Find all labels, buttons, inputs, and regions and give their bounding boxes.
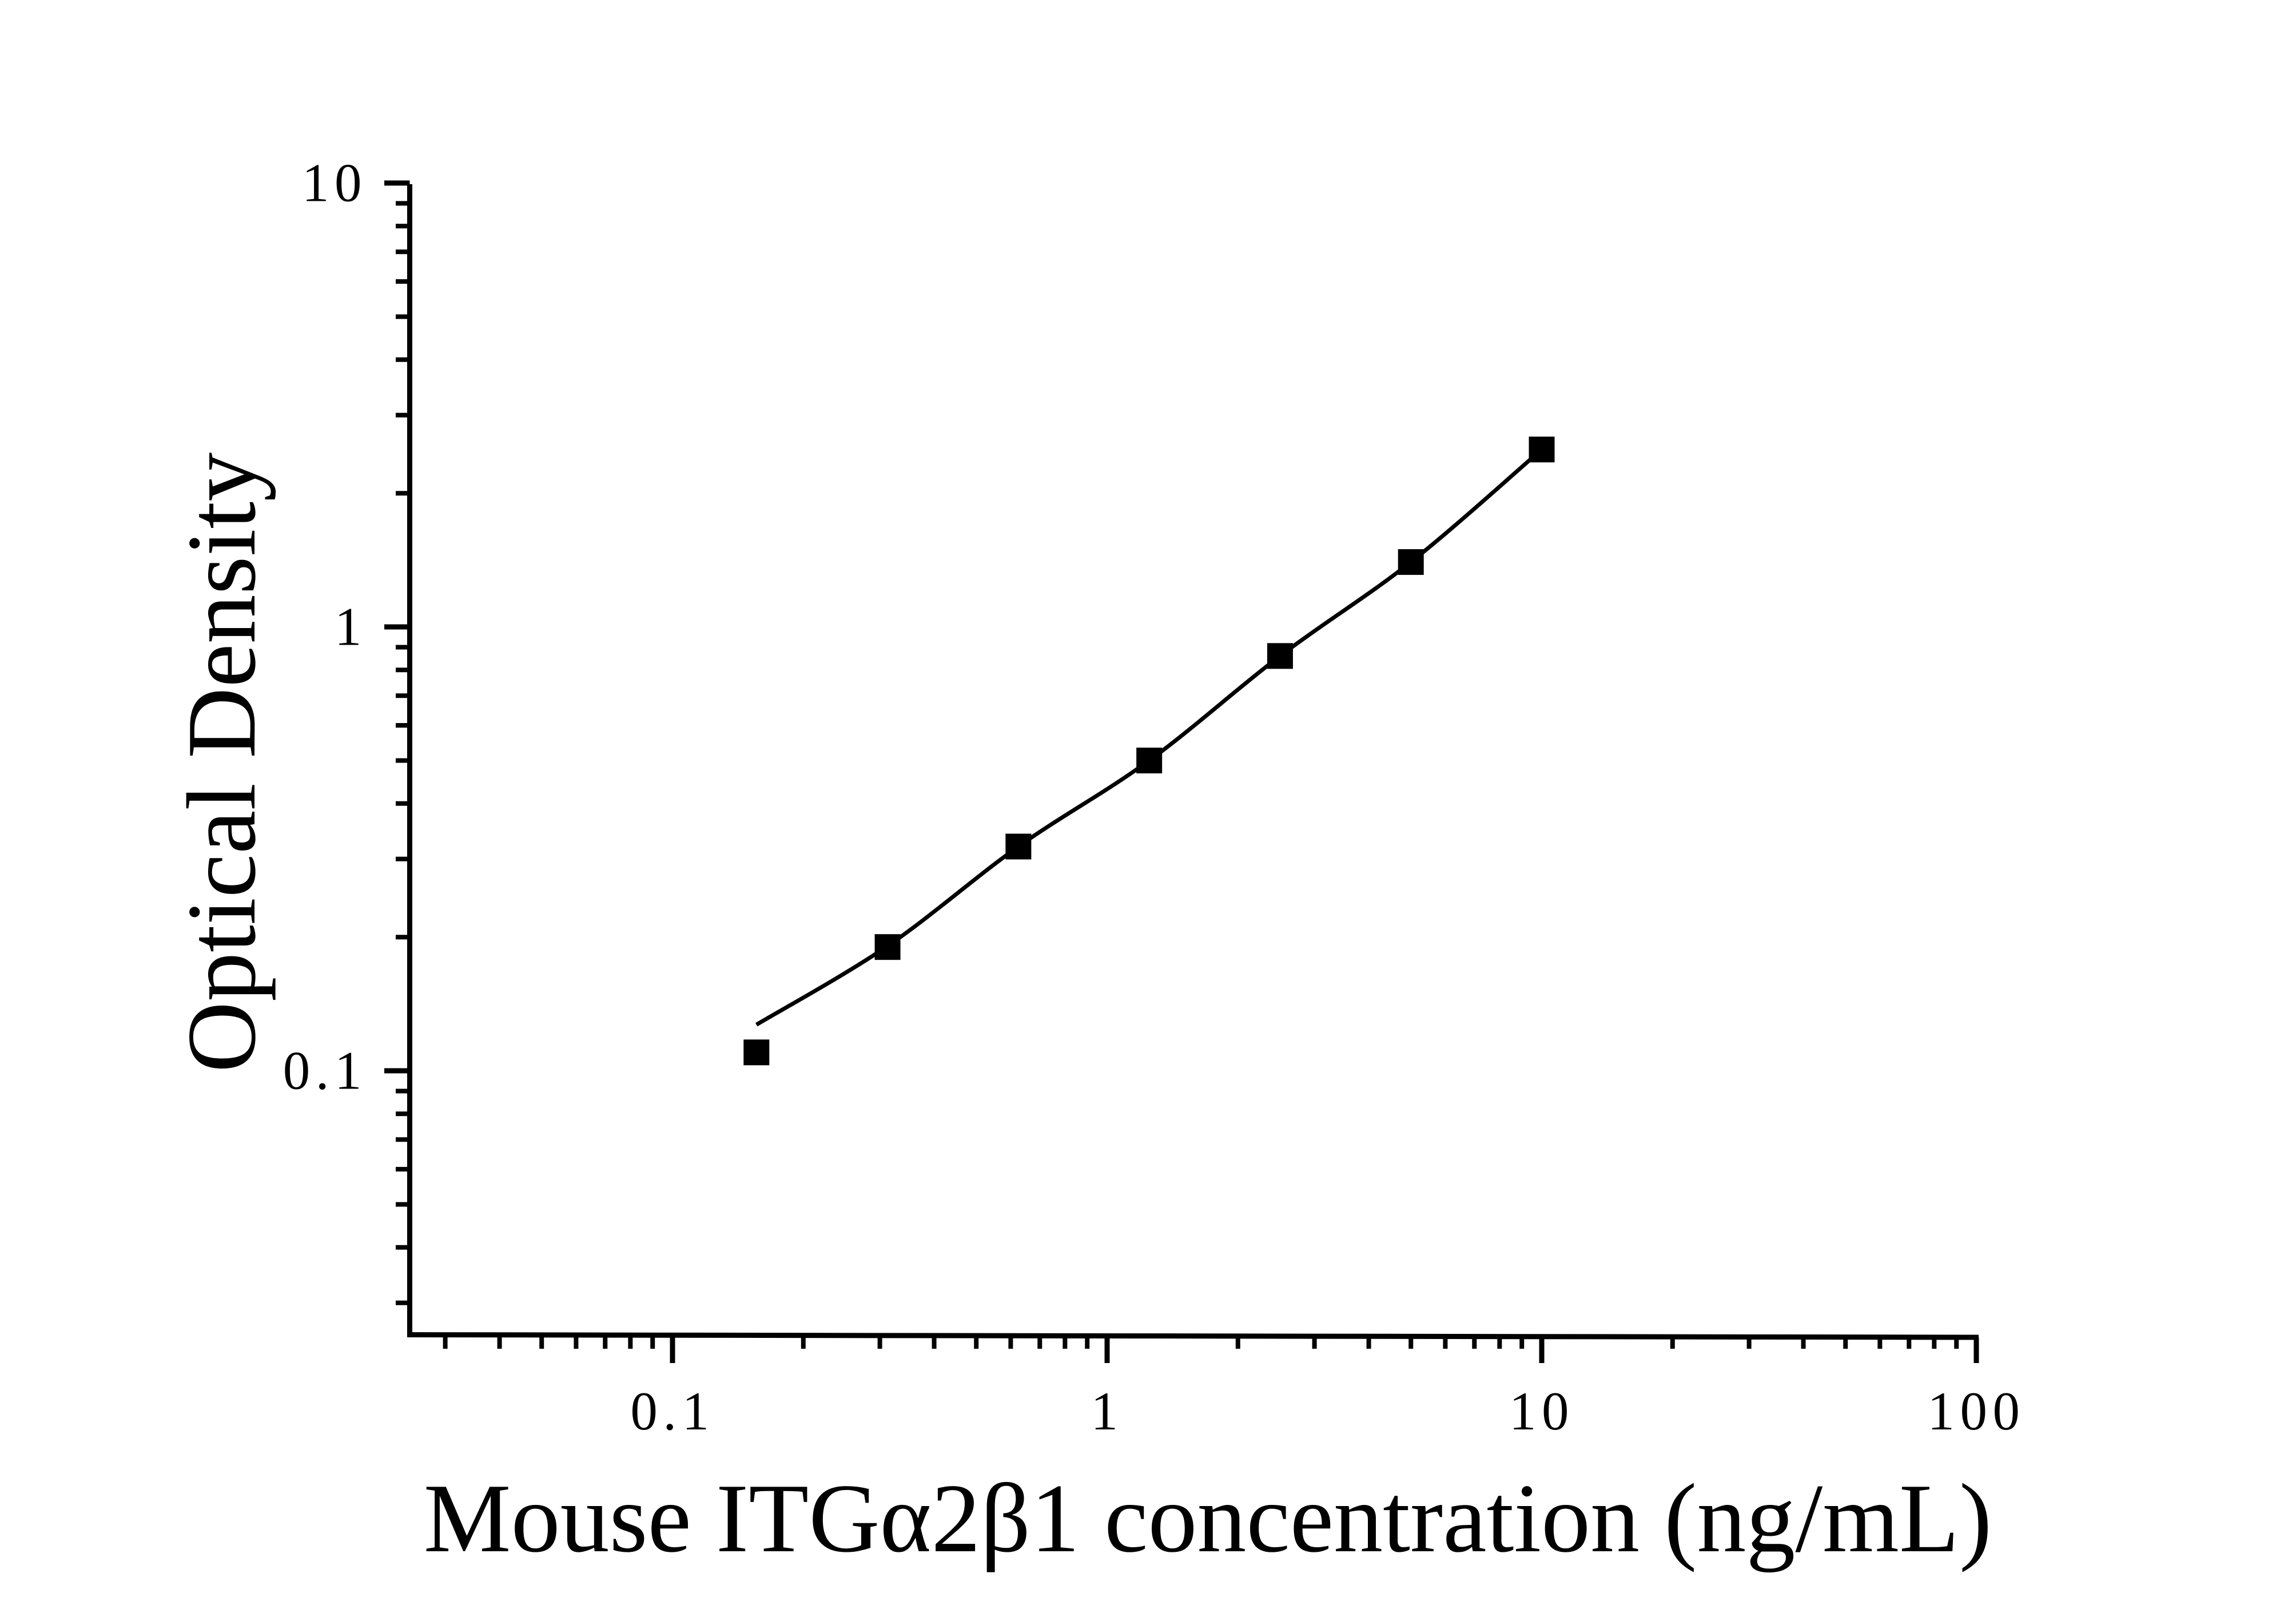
x-axis-title: Mouse ITGα2β1 concentration (ng/mL) <box>423 1464 1992 1573</box>
x-tick-label: 100 <box>1927 1381 2026 1441</box>
data-point-marker <box>1005 833 1032 860</box>
data-point-marker <box>1529 436 1555 463</box>
x-tick-label: 10 <box>1509 1381 1574 1441</box>
data-point-marker <box>1398 549 1424 575</box>
data-point-marker <box>1267 643 1293 669</box>
data-point-marker <box>743 1039 770 1066</box>
data-point-marker <box>874 934 901 960</box>
y-tick-label: 10 <box>302 152 367 213</box>
data-point-marker <box>1136 748 1163 774</box>
x-tick-label: 1 <box>1091 1381 1124 1441</box>
x-tick-label: 0.1 <box>630 1381 715 1441</box>
y-tick-label: 0.1 <box>282 1040 367 1101</box>
fit-curve <box>755 448 1543 1027</box>
y-axis-title: Optical Density <box>168 452 276 1073</box>
y-tick-label: 1 <box>335 596 367 657</box>
x-axis-line <box>407 1332 1979 1340</box>
